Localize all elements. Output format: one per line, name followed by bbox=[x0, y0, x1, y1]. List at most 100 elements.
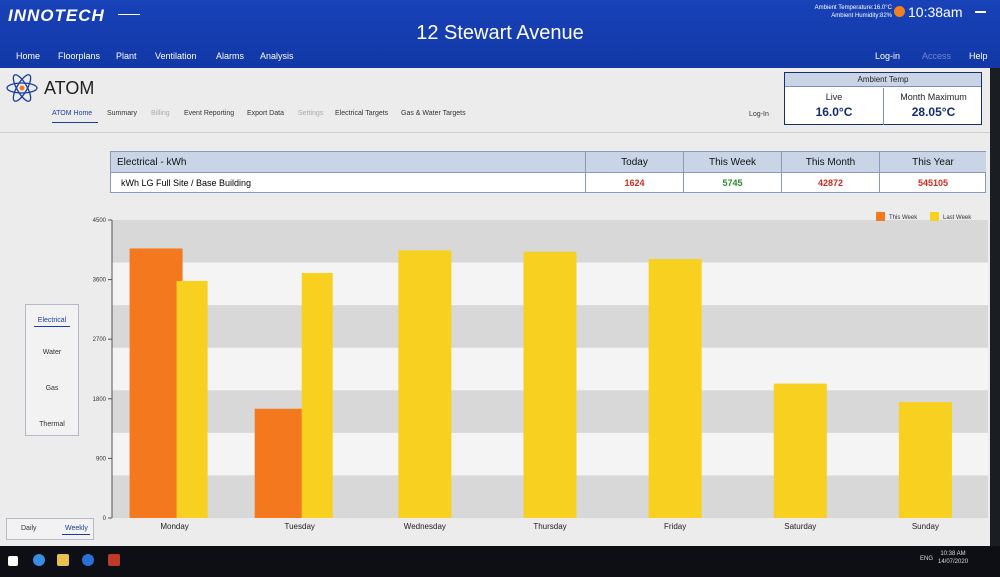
bar-last-week bbox=[648, 259, 702, 518]
energy-bar-chart: 0 900 1800 2700 3600 4500 Monday Tuesday Wednesd… bbox=[93, 212, 988, 531]
content-area: ATOM ATOM Home Summary Billing Event Rep… bbox=[0, 68, 990, 546]
ambient-temp-panel: Ambient Temp Live 16.0°C Month Maximum 2… bbox=[784, 72, 982, 125]
col-separator bbox=[781, 152, 782, 192]
tray-lang[interactable]: ENG bbox=[920, 556, 934, 562]
subnav-electrical-targets[interactable]: Electrical Targets bbox=[335, 110, 389, 117]
ambient-max-cell: Month Maximum 28.05°C bbox=[884, 88, 983, 125]
subnav-export-data[interactable]: Export Data bbox=[247, 110, 284, 117]
tab-electrical[interactable]: Electrical bbox=[37, 317, 67, 324]
x-category-label: Sunday bbox=[912, 522, 939, 531]
x-category-label: Saturday bbox=[784, 522, 816, 531]
y-tick-label: 0 bbox=[103, 516, 107, 522]
folder-icon[interactable] bbox=[57, 554, 69, 566]
x-category-label: Wednesday bbox=[404, 522, 446, 531]
y-tick-label: 2700 bbox=[93, 337, 107, 343]
tab-weekly[interactable]: Weekly bbox=[65, 525, 88, 532]
nav-analysis[interactable]: Analysis bbox=[260, 51, 294, 61]
app-title: ATOM bbox=[44, 78, 95, 98]
bar-last-week bbox=[773, 383, 827, 518]
ambient-max-value: 28.05°C bbox=[911, 105, 956, 119]
value-today: 1624 bbox=[624, 178, 645, 188]
subnav-active-underline bbox=[52, 122, 98, 123]
period-tabs: Daily Weekly bbox=[6, 518, 94, 540]
main-nav: Home Floorplans Plant Ventilation Alarms… bbox=[0, 51, 1000, 65]
bar-last-week bbox=[398, 250, 452, 518]
internet-explorer-icon[interactable] bbox=[82, 554, 94, 566]
tab-active-underline bbox=[34, 326, 70, 327]
value-this-month: 42872 bbox=[817, 178, 844, 188]
atom-logo-icon bbox=[6, 74, 38, 102]
subnav-gas-water-targets[interactable]: Gas & Water Targets bbox=[401, 110, 466, 117]
subnav-atom-home[interactable]: ATOM Home bbox=[52, 110, 93, 117]
bar-this-week bbox=[129, 248, 183, 518]
taskbar-clock[interactable]: 10:38 AM 14/07/2020 bbox=[938, 550, 968, 566]
ambient-live-value: 16.0°C bbox=[815, 105, 853, 119]
period-active-underline bbox=[62, 534, 90, 535]
y-tick-label: 1800 bbox=[93, 397, 107, 403]
header-divider bbox=[0, 132, 990, 133]
bar-last-week bbox=[176, 280, 208, 518]
ambient-max-label: Month Maximum bbox=[900, 92, 967, 102]
col-separator bbox=[585, 152, 586, 192]
subnav-summary[interactable]: Summary bbox=[107, 110, 137, 117]
header-clock: 10:38am bbox=[908, 4, 963, 20]
x-category-label: Thursday bbox=[533, 522, 566, 531]
col-this-year: This Year bbox=[912, 157, 954, 168]
tab-daily[interactable]: Daily bbox=[21, 525, 37, 532]
x-category-label: Friday bbox=[664, 522, 686, 531]
nav-floorplans[interactable]: Floorplans bbox=[58, 51, 101, 61]
app-icon[interactable] bbox=[108, 554, 120, 566]
summary-row-label: kWh LG Full Site / Base Building bbox=[121, 178, 252, 188]
tab-thermal[interactable]: Thermal bbox=[39, 421, 65, 428]
nav-ventilation[interactable]: Ventilation bbox=[155, 51, 197, 61]
minimize-icon[interactable] bbox=[975, 11, 986, 13]
legend-label: Last Week bbox=[943, 215, 972, 221]
taskbar-date: 14/07/2020 bbox=[938, 559, 969, 565]
y-tick-label: 900 bbox=[96, 456, 107, 462]
value-this-week: 5745 bbox=[722, 178, 743, 188]
ambient-readout: Ambient Temperature:16.0°C Ambient Humid… bbox=[815, 4, 892, 20]
nav-log-in[interactable]: Log-in bbox=[875, 51, 901, 61]
y-tick-label: 3600 bbox=[93, 278, 107, 284]
col-separator bbox=[683, 152, 684, 192]
nav-plant[interactable]: Plant bbox=[116, 51, 137, 61]
nav-access[interactable]: Access bbox=[922, 51, 952, 61]
bar-this-week bbox=[254, 408, 308, 518]
value-this-year: 545105 bbox=[917, 178, 949, 188]
utility-tabs: Electrical Water Gas Thermal bbox=[25, 304, 79, 436]
innotech-logo: INNOTECH bbox=[8, 6, 105, 25]
legend-swatch bbox=[930, 212, 939, 221]
y-tick-label: 4500 bbox=[93, 218, 107, 224]
legend-swatch bbox=[876, 212, 885, 221]
summary-table: Electrical - kWh Today This Week This Mo… bbox=[110, 151, 986, 193]
logo-rule bbox=[118, 14, 140, 15]
browser-icon[interactable] bbox=[33, 554, 45, 566]
nav-help[interactable]: Help bbox=[969, 51, 988, 61]
legend-label: This Week bbox=[889, 215, 918, 221]
login-link[interactable]: Log-In bbox=[749, 111, 769, 118]
top-bar: INNOTECH 12 Stewart Avenue Ambient Tempe… bbox=[0, 0, 1000, 68]
bar-last-week bbox=[898, 402, 952, 518]
subnav-settings[interactable]: Settings bbox=[298, 110, 324, 117]
nav-home[interactable]: Home bbox=[16, 51, 41, 61]
ambient-live-label: Live bbox=[825, 92, 843, 102]
col-today: Today bbox=[621, 157, 648, 168]
x-category-label: Tuesday bbox=[285, 522, 315, 531]
col-this-month: This Month bbox=[805, 157, 856, 168]
x-category-label: Monday bbox=[160, 522, 188, 531]
site-title: 12 Stewart Avenue bbox=[416, 22, 584, 44]
ambient-live-cell: Live 16.0°C bbox=[785, 88, 884, 125]
tab-water[interactable]: Water bbox=[42, 349, 62, 356]
subnav-event-reporting[interactable]: Event Reporting bbox=[184, 110, 235, 117]
subnav-billing[interactable]: Billing bbox=[151, 110, 170, 117]
summary-header-row bbox=[111, 152, 986, 173]
ambient-panel-title: Ambient Temp bbox=[785, 73, 981, 87]
tab-gas[interactable]: Gas bbox=[45, 385, 59, 392]
ambient-humidity-text: Ambient Humidity:82% bbox=[831, 13, 892, 19]
summary-header-label: Electrical - kWh bbox=[117, 157, 187, 168]
col-separator bbox=[879, 152, 880, 192]
start-icon[interactable] bbox=[8, 556, 18, 566]
nav-alarms[interactable]: Alarms bbox=[216, 51, 245, 61]
col-this-week: This Week bbox=[708, 157, 757, 168]
weather-icon bbox=[894, 6, 905, 17]
